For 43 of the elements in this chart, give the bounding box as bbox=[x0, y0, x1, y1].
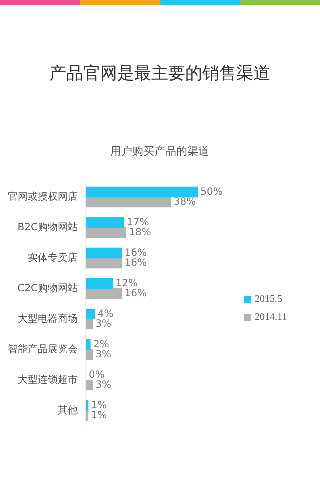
data-label: 50% bbox=[200, 186, 223, 198]
data-label: 1% bbox=[91, 410, 108, 422]
bar bbox=[86, 186, 198, 198]
bar bbox=[86, 227, 127, 238]
chart-title: 产品官网是最主要的销售渠道 bbox=[48, 63, 272, 85]
bar bbox=[86, 380, 94, 391]
chart-subtitle: 用户购买产品的渠道 bbox=[110, 144, 210, 159]
legend-label: 2015.5 bbox=[255, 294, 282, 305]
y-tick-label: 大型连锁超市 bbox=[18, 374, 78, 386]
data-label: 4% bbox=[98, 308, 114, 320]
bar bbox=[86, 308, 96, 320]
data-label: 38% bbox=[174, 196, 196, 208]
bar bbox=[86, 248, 122, 259]
bar bbox=[86, 196, 172, 208]
y-tick-label: 大型电器商场 bbox=[18, 312, 78, 325]
y-tick-label: 实体专卖店 bbox=[28, 252, 78, 264]
bar bbox=[86, 217, 124, 228]
y-tick-label: C2C购物网站 bbox=[18, 282, 78, 294]
data-label: 3% bbox=[96, 318, 112, 330]
data-label: 16% bbox=[124, 248, 147, 259]
y-tick-label: B2C购物网站 bbox=[18, 221, 78, 234]
bar bbox=[86, 339, 91, 350]
y-tick-label: 其他 bbox=[58, 404, 78, 416]
data-label: 2% bbox=[93, 339, 110, 350]
data-label: 16% bbox=[124, 258, 147, 269]
bar bbox=[86, 349, 94, 360]
y-tick-label: 智能产品展览会 bbox=[8, 343, 78, 356]
data-label: 3% bbox=[96, 349, 112, 360]
data-label: 18% bbox=[129, 227, 152, 238]
data-label: 1% bbox=[91, 400, 108, 412]
data-label: 16% bbox=[124, 288, 147, 300]
data-label: 17% bbox=[126, 217, 150, 228]
bar bbox=[86, 318, 94, 330]
bar bbox=[86, 258, 122, 269]
bar bbox=[86, 400, 89, 412]
bar bbox=[86, 278, 114, 290]
legend-label: 2014.11 bbox=[255, 312, 288, 323]
y-tick-label: 官网或授权网店 bbox=[8, 190, 78, 203]
bar bbox=[86, 410, 89, 422]
data-label: 0% bbox=[89, 370, 105, 381]
bar bbox=[86, 288, 122, 300]
data-label: 12% bbox=[116, 278, 138, 290]
data-label: 3% bbox=[96, 380, 112, 391]
